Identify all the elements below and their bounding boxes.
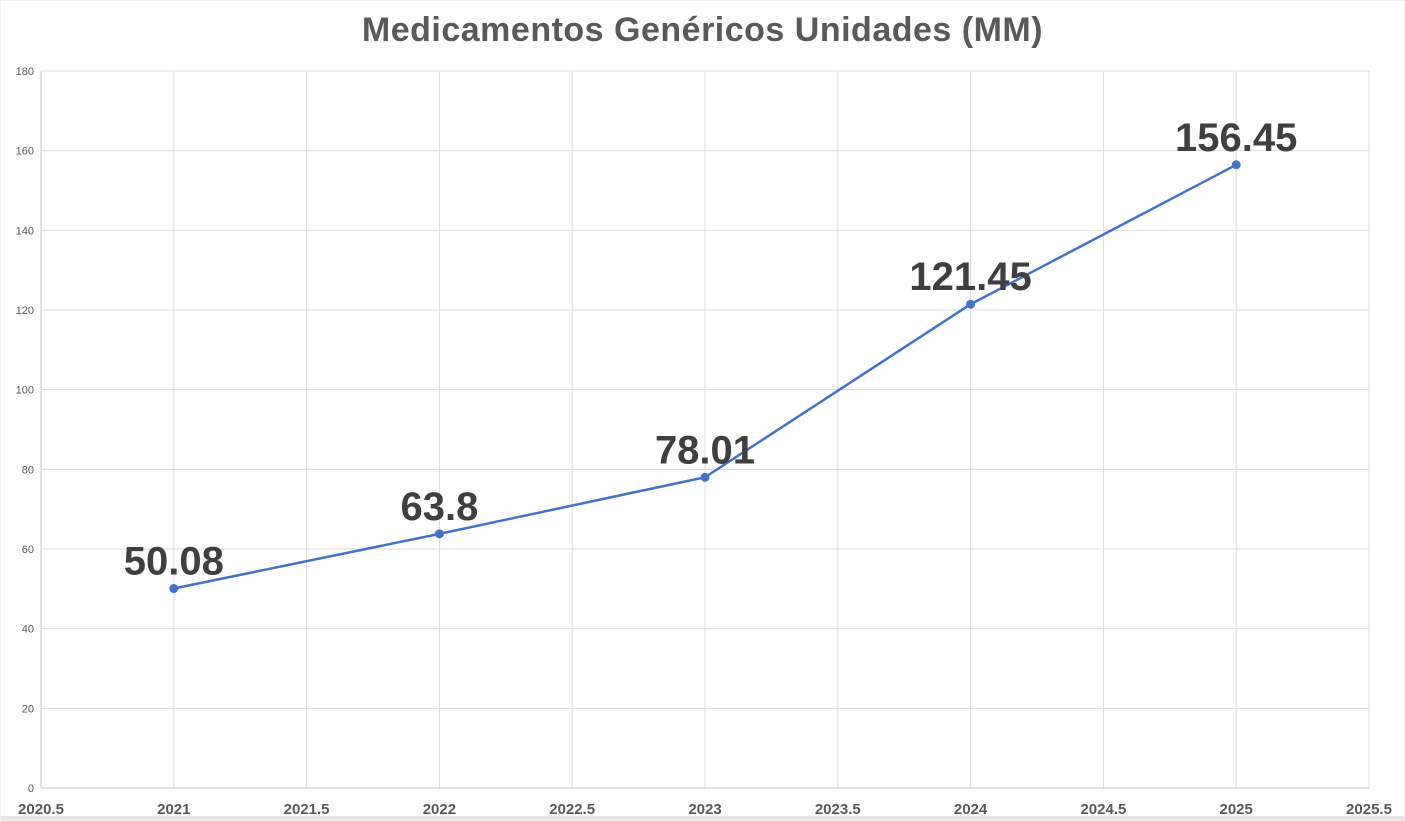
- y-axis-tick-label: 60: [22, 544, 34, 556]
- data-point-label: 121.45: [909, 255, 1031, 299]
- window-bottom-edge: [1, 816, 1404, 820]
- x-axis-tick-label: 2023.5: [815, 801, 861, 818]
- data-point-label: 63.8: [400, 485, 478, 529]
- data-point-marker: [434, 529, 444, 539]
- x-axis-tick-label: 2022: [423, 801, 456, 818]
- y-axis-tick-label: 120: [16, 305, 34, 317]
- x-axis-tick-label: 2022.5: [549, 801, 595, 818]
- data-point-marker: [700, 472, 710, 482]
- x-axis-tick-label: 2025.5: [1346, 801, 1392, 818]
- data-point-marker: [966, 299, 976, 309]
- y-axis-tick-label: 180: [16, 66, 34, 78]
- y-axis-tick-label: 20: [22, 703, 34, 715]
- data-point-marker: [1231, 160, 1241, 170]
- x-axis-tick-label: 2023: [688, 801, 721, 818]
- x-axis-tick-label: 2021.5: [284, 801, 330, 818]
- y-axis-tick-label: 40: [22, 624, 34, 636]
- y-axis-tick-label: 0: [28, 783, 34, 795]
- y-axis-tick-label: 160: [16, 146, 34, 158]
- y-axis-tick-label: 100: [16, 385, 34, 397]
- x-axis-tick-label: 2021: [157, 801, 190, 818]
- data-point-label: 50.08: [124, 540, 224, 584]
- y-axis-tick-label: 140: [16, 225, 34, 237]
- data-point-label: 156.45: [1175, 116, 1297, 160]
- x-axis-tick-label: 2025: [1220, 801, 1253, 818]
- x-axis-tick-label: 2024.5: [1080, 801, 1126, 818]
- data-point-marker: [169, 584, 179, 594]
- x-axis-tick-label: 2024: [954, 801, 988, 818]
- chart-title: Medicamentos Genéricos Unidades (MM): [361, 11, 1044, 49]
- x-axis-tick-label: 2020.5: [18, 801, 64, 818]
- data-point-label: 78.01: [655, 428, 755, 472]
- y-axis-tick-label: 80: [22, 464, 34, 476]
